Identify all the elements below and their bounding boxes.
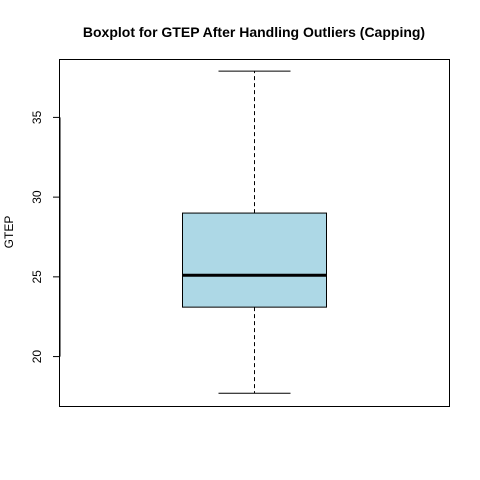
y-axis: 20 25 30 35 (30, 110, 61, 364)
iqr-box (182, 212, 327, 308)
y-tick-label: 25 (30, 270, 44, 284)
chart-title: Boxplot for GTEP After Handling Outliers… (83, 24, 425, 40)
boxplot (182, 70, 327, 394)
y-tick-label: 30 (30, 190, 44, 204)
y-tick-label: 20 (30, 350, 44, 364)
y-tick-label: 35 (30, 110, 44, 124)
y-axis-label: GTEP (2, 216, 16, 249)
